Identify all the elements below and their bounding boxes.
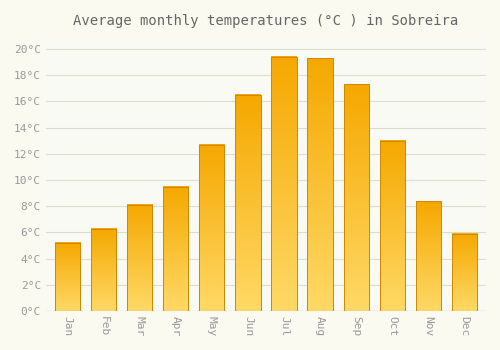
Bar: [199, 145, 224, 311]
Bar: [380, 141, 405, 311]
Bar: [55, 243, 80, 311]
Bar: [452, 234, 477, 311]
Title: Average monthly temperatures (°C ) in Sobreira: Average monthly temperatures (°C ) in So…: [74, 14, 458, 28]
Bar: [235, 95, 260, 311]
Bar: [308, 58, 332, 311]
Bar: [91, 229, 116, 311]
Bar: [163, 187, 188, 311]
Bar: [344, 84, 369, 311]
Bar: [272, 57, 296, 311]
Bar: [416, 201, 441, 311]
Bar: [127, 205, 152, 311]
